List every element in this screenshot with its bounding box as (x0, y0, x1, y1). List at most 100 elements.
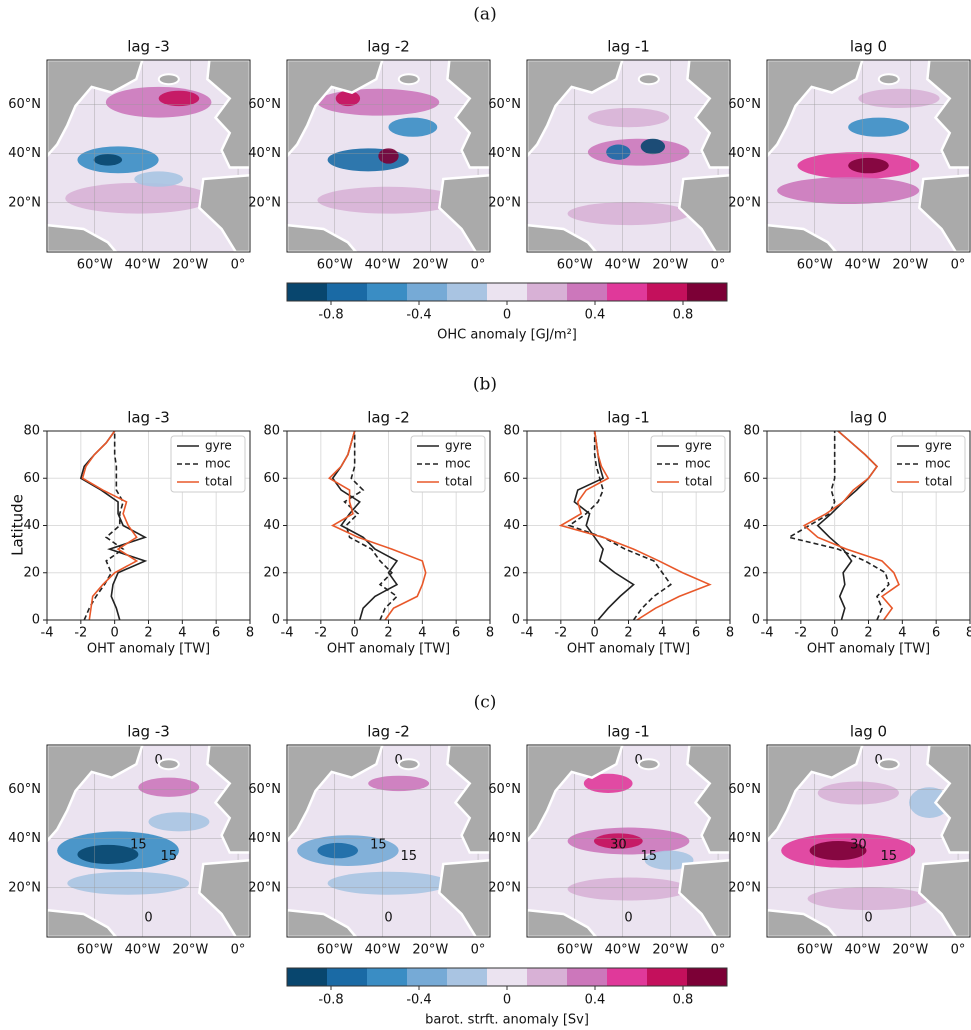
y-tick-label: 60°N (488, 97, 521, 112)
subplot-title: lag -3 (127, 409, 170, 427)
x-tick-label: 60°W (317, 258, 353, 273)
x-tick-label: -2 (794, 626, 807, 641)
colorbar-box (367, 283, 408, 301)
anomaly-patch (593, 833, 643, 849)
y-tick-label: 0 (32, 613, 40, 628)
land (926, 745, 970, 854)
series-line (79, 430, 148, 621)
y-tick-label: 20 (503, 565, 520, 580)
map-frame (526, 744, 731, 938)
x-tick-label: 6 (932, 626, 940, 641)
x-tick-label: -2 (74, 626, 87, 641)
legend-label: moc (685, 457, 711, 471)
map (47, 60, 250, 252)
x-tick-label: -4 (521, 626, 534, 641)
legend-box (170, 435, 246, 493)
y-tick-label: 40°N (488, 146, 521, 161)
x-tick-label: 40°W (365, 943, 401, 958)
y-tick-label: 20°N (488, 195, 521, 210)
land (767, 745, 864, 843)
land (206, 745, 250, 854)
y-tick-label: 40 (263, 518, 280, 533)
x-tick-label: 0° (711, 943, 726, 958)
legend-label: total (205, 475, 232, 489)
y-tick-label: 80 (263, 424, 280, 439)
x-tick-label: 20°W (892, 258, 928, 273)
x-tick-label: 20°W (172, 258, 208, 273)
series-line (786, 431, 890, 621)
land (446, 60, 490, 169)
y-axis-label: Latitude (9, 494, 27, 556)
land (637, 758, 660, 771)
land (197, 858, 250, 937)
land (437, 173, 490, 252)
colorbar-tick-label: 0 (503, 308, 511, 323)
colorbar-box (567, 283, 608, 301)
y-tick-label: 0 (272, 613, 280, 628)
land (877, 758, 900, 771)
anomaly-patch (858, 88, 940, 108)
y-tick-label: 20°N (248, 195, 281, 210)
y-tick-label: 40°N (728, 146, 761, 161)
land (287, 908, 358, 937)
x-tick-label: 0° (471, 258, 486, 273)
y-tick-label: 60°N (728, 782, 761, 797)
contour-label: 15 (130, 837, 147, 852)
land (397, 73, 420, 86)
x-tick-label: 20°W (892, 943, 928, 958)
map-frame (526, 59, 731, 253)
contour-label: 0 (144, 910, 152, 925)
x-tick-label: 8 (246, 626, 254, 641)
colorbar-box (447, 968, 488, 986)
legend-label: moc (445, 457, 471, 471)
y-tick-label: 60°N (248, 97, 281, 112)
subplot-title: lag -2 (367, 723, 410, 741)
anomaly-patch (158, 90, 200, 107)
y-tick-label: 20°N (248, 880, 281, 895)
x-tick-label: 40°W (845, 258, 881, 273)
colorbar-tick-label: -0.8 (318, 993, 343, 1008)
subplot-title: lag -3 (127, 723, 170, 741)
colorbar-tick-label: 0.4 (585, 308, 606, 323)
y-tick-label: 80 (503, 424, 520, 439)
land (767, 223, 838, 252)
subplot-title: lag -1 (607, 409, 650, 427)
anomaly-patch (644, 850, 694, 870)
x-tick-label: 40°W (845, 943, 881, 958)
map: 0 30 15 0 (527, 745, 730, 937)
x-tick-label: 4 (418, 626, 426, 641)
y-tick-label: 60°N (8, 782, 41, 797)
anomaly-patch (909, 787, 950, 818)
x-tick-label: 6 (692, 626, 700, 641)
map (287, 60, 490, 252)
land (437, 858, 490, 937)
anomaly-patch (587, 108, 670, 128)
anomaly-patch (77, 844, 139, 865)
y-tick-label: 20°N (488, 880, 521, 895)
subplot-title: lag -2 (367, 409, 410, 427)
land (677, 858, 730, 937)
map (527, 60, 730, 252)
legend-label: gyre (445, 439, 472, 453)
land (47, 223, 118, 252)
anomaly-patch (148, 812, 210, 832)
y-tick-label: 40°N (248, 831, 281, 846)
colorbar-tick-label: 0 (503, 993, 511, 1008)
anomaly-patch (817, 781, 899, 805)
x-tick-label: 60°W (77, 943, 113, 958)
y-tick-label: 40°N (8, 831, 41, 846)
land (767, 60, 864, 158)
land (157, 73, 180, 86)
anomaly-patch (640, 138, 666, 155)
x-tick-label: -4 (41, 626, 54, 641)
land (527, 908, 598, 937)
anomaly-patch (587, 138, 690, 166)
y-tick-label: 60 (263, 471, 280, 486)
anomaly-patch (567, 877, 690, 901)
colorbar-tick-label: 0.8 (673, 993, 694, 1008)
contour-label: 0 (624, 910, 632, 925)
land (877, 73, 900, 86)
land (917, 173, 970, 252)
x-tick-label: 0 (111, 626, 119, 641)
anomaly-patch (388, 117, 438, 137)
